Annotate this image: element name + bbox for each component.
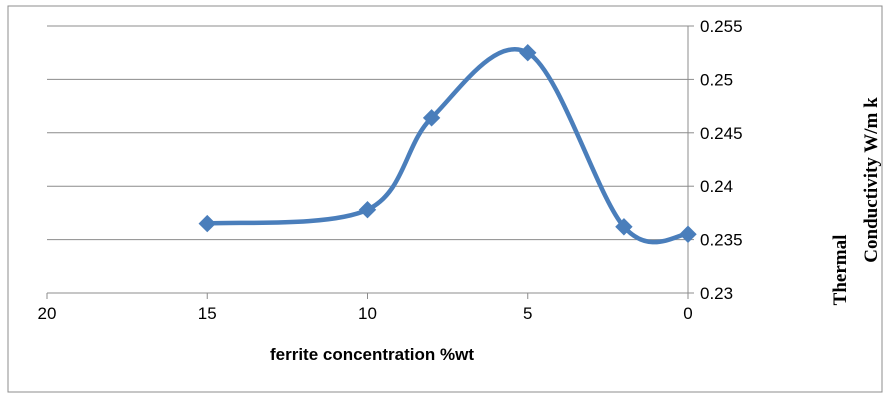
y-tick-label: 0.24 (700, 177, 733, 196)
x-tick-label: 10 (358, 304, 377, 323)
axes (46, 25, 694, 299)
tick-labels: 0.23 0.235 0.24 0.245 0.25 0.255 20 15 10 5 0 (38, 17, 743, 323)
x-axis-title: ferrite concentration %wt (270, 345, 474, 364)
y-tick-label: 0.23 (700, 284, 733, 303)
x-tick-label: 15 (198, 304, 217, 323)
chart-border (7, 5, 883, 393)
y-tick-label: 0.255 (700, 17, 743, 36)
data-point-marker (679, 225, 697, 243)
data-point-marker (422, 109, 441, 127)
series-layer (198, 43, 697, 245)
x-tick-label: 20 (38, 304, 57, 323)
x-tick-label: 5 (523, 304, 532, 323)
data-point-marker (358, 200, 377, 219)
y-axis-title-line-2: Conductivity W/m k (861, 97, 882, 263)
data-point-marker (198, 214, 216, 233)
y-tick-label: 0.245 (700, 124, 743, 143)
data-point-marker (615, 218, 633, 236)
y-tick-label: 0.235 (700, 231, 743, 250)
gridlines (47, 25, 688, 241)
y-tick-label: 0.25 (700, 70, 733, 89)
data-point-marker (519, 43, 537, 62)
x-tick-label: 0 (683, 304, 692, 323)
y-axis-title-line-1: Thermal (830, 235, 851, 306)
